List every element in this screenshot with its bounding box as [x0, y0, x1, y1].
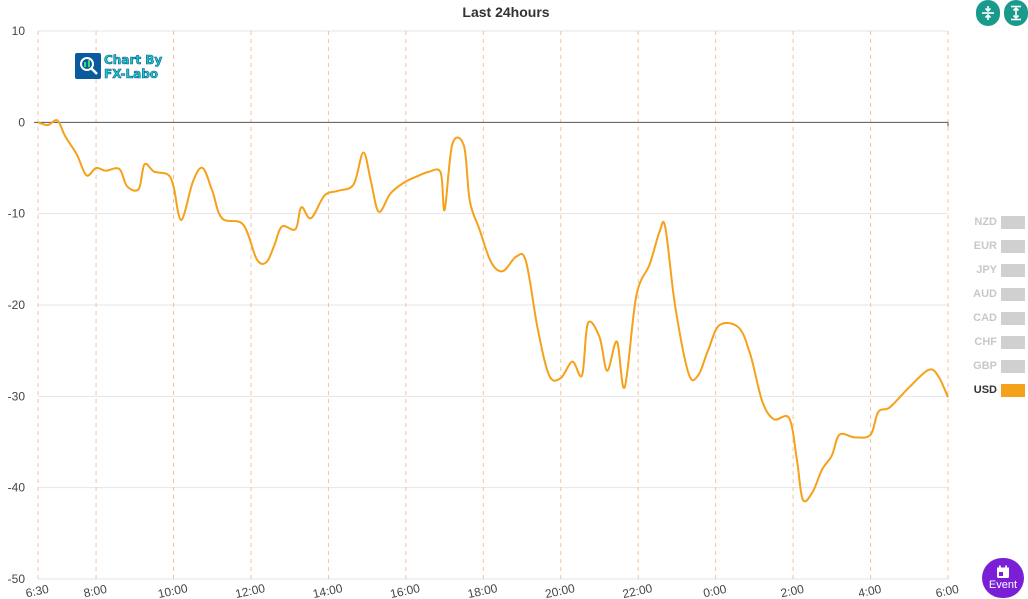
- legend-swatch: [1001, 239, 1025, 253]
- legend-item-usd[interactable]: USD: [955, 378, 1025, 402]
- calendar-icon: [997, 565, 1009, 578]
- x-tick-label: 16:00: [389, 581, 422, 599]
- x-tick-label: 0:00: [702, 582, 728, 599]
- y-tick-label: -20: [8, 298, 26, 312]
- x-tick-label: 14:00: [311, 581, 344, 599]
- y-tick-label: 10: [12, 24, 26, 38]
- y-tick-label: -40: [8, 481, 26, 495]
- legend-item-cad[interactable]: CAD: [955, 306, 1025, 330]
- legend-swatch: [1001, 359, 1025, 373]
- chart-legend: NZD EUR JPY AUD CAD CHF GBP USD: [955, 210, 1025, 402]
- y-axis-ticks: 10 0 -10 -20 -30 -40 -50: [8, 24, 26, 586]
- x-tick-label: 18:00: [466, 581, 499, 599]
- legend-swatch: [1001, 383, 1025, 397]
- x-tick-label: 20:00: [544, 581, 577, 599]
- chart-series: [37, 119, 949, 503]
- legend-item-aud[interactable]: AUD: [955, 282, 1025, 306]
- chart-axes: [34, 121, 949, 127]
- chart-title: Last 24hours: [462, 4, 549, 20]
- legend-swatch: [1001, 287, 1025, 301]
- legend-item-chf[interactable]: CHF: [955, 330, 1025, 354]
- x-axis-ticks: 6:30 8:00 10:00 12:00 14:00 16:00 18:00 20:00 22…: [24, 581, 960, 599]
- legend-swatch: [1001, 335, 1025, 349]
- legend-swatch: [1001, 311, 1025, 325]
- legend-label: AUD: [973, 288, 997, 300]
- legend-item-eur[interactable]: EUR: [955, 234, 1025, 258]
- y-tick-label: 0: [18, 115, 25, 129]
- legend-label: CHF: [974, 336, 997, 348]
- legend-label: USD: [973, 384, 997, 396]
- legend-item-nzd[interactable]: NZD: [955, 210, 1025, 234]
- y-tick-label: -10: [8, 207, 26, 221]
- legend-item-gbp[interactable]: GBP: [955, 354, 1025, 378]
- logo: Chart By FX-Labo: [75, 52, 175, 82]
- compress-vertical-button[interactable]: [976, 0, 1000, 26]
- legend-label: CAD: [973, 312, 997, 324]
- expand-vertical-icon: [1011, 5, 1021, 21]
- legend-label: EUR: [973, 240, 997, 252]
- event-button[interactable]: Event: [982, 558, 1024, 598]
- event-button-label: Event: [988, 579, 1018, 591]
- x-tick-label: 6:30: [24, 582, 50, 599]
- x-tick-label: 8:00: [82, 582, 108, 599]
- series-line-usd: [37, 119, 949, 503]
- legend-item-jpy[interactable]: JPY: [955, 258, 1025, 282]
- legend-label: NZD: [974, 216, 997, 228]
- x-tick-label: 10:00: [157, 581, 190, 599]
- legend-label: JPY: [976, 264, 997, 276]
- legend-label: GBP: [973, 360, 997, 372]
- logo-line2: FX-Labo: [104, 67, 158, 81]
- compress-vertical-icon: [982, 6, 994, 20]
- y-tick-label: -50: [8, 572, 26, 586]
- y-tick-label: -30: [8, 389, 26, 403]
- x-tick-label: 4:00: [857, 582, 883, 599]
- x-tick-label: 6:00: [934, 582, 960, 599]
- chart-grid: [37, 30, 949, 580]
- x-tick-label: 22:00: [621, 581, 654, 599]
- legend-swatch: [1001, 215, 1025, 229]
- x-tick-label: 12:00: [234, 581, 267, 599]
- logo-line1: Chart By: [104, 53, 162, 67]
- x-tick-label: 2:00: [779, 582, 805, 599]
- legend-swatch: [1001, 263, 1025, 277]
- expand-vertical-button[interactable]: [1004, 0, 1028, 26]
